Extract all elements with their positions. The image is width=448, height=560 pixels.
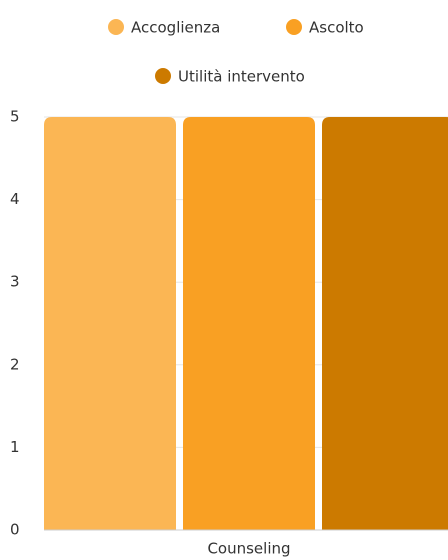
bar — [183, 117, 315, 530]
legend-label: Ascolto — [309, 19, 364, 37]
legend-label: Accoglienza — [131, 19, 220, 37]
y-tick-label: 2 — [10, 355, 20, 373]
y-tick-label: 4 — [10, 190, 20, 208]
legend-swatch — [108, 19, 124, 35]
y-tick-label: 3 — [10, 273, 20, 291]
legend-swatch — [155, 68, 171, 84]
legend-swatch — [286, 19, 302, 35]
y-tick-label: 5 — [10, 108, 20, 126]
legend-label: Utilità intervento — [178, 68, 305, 86]
x-tick-label: Counseling — [207, 540, 290, 558]
y-tick-label: 1 — [10, 438, 20, 456]
y-tick-label: 0 — [10, 521, 20, 539]
bar — [44, 117, 176, 530]
bar — [322, 117, 448, 530]
